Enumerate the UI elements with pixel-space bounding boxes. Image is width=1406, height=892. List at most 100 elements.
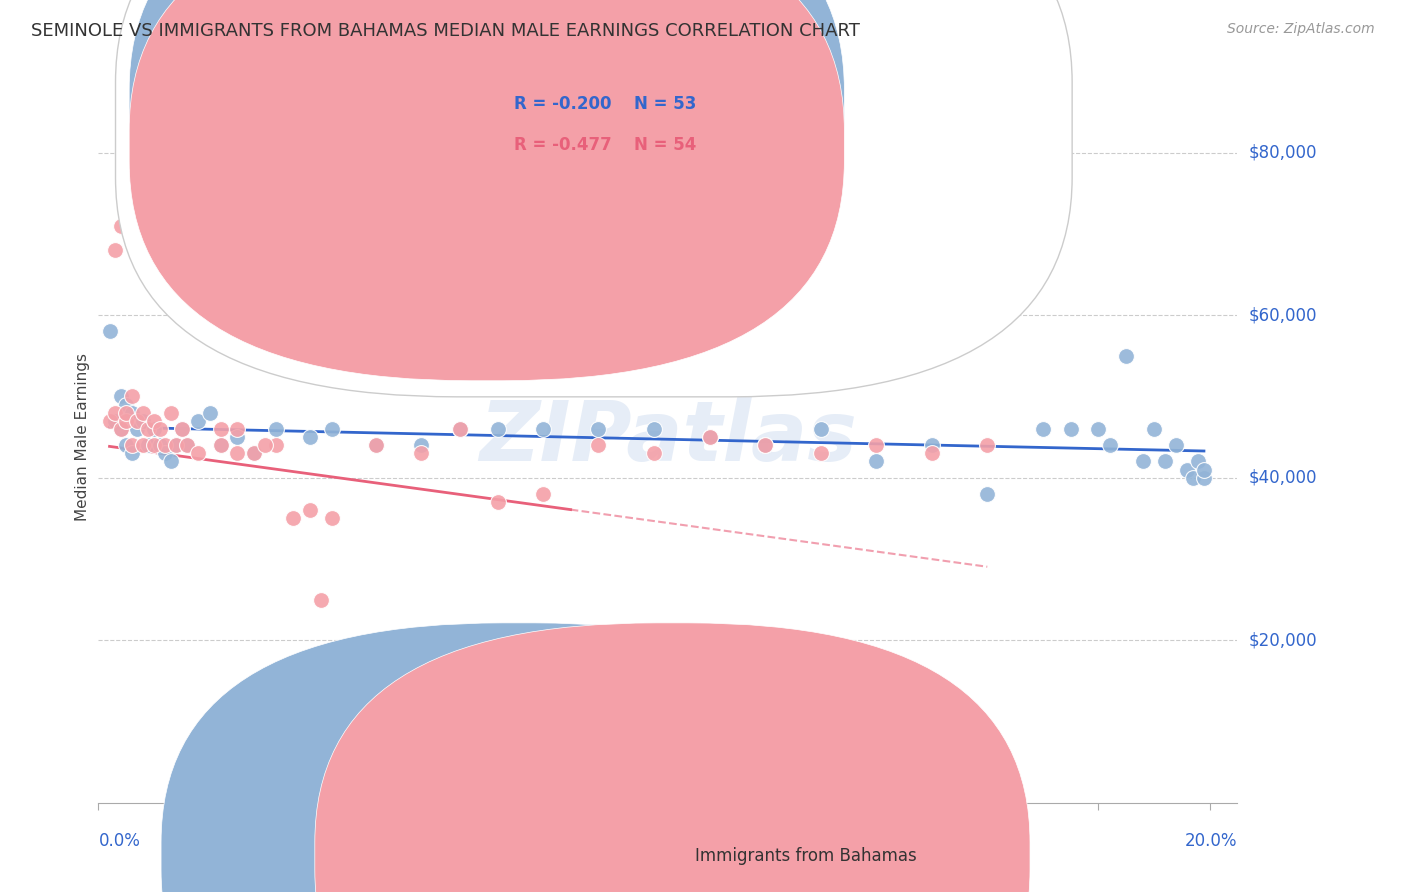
Text: $40,000: $40,000 bbox=[1249, 468, 1317, 487]
Point bbox=[115, 414, 138, 428]
Point bbox=[110, 422, 132, 436]
Point bbox=[132, 406, 155, 420]
FancyBboxPatch shape bbox=[162, 623, 876, 892]
Point bbox=[159, 406, 181, 420]
Point bbox=[1132, 454, 1154, 468]
FancyBboxPatch shape bbox=[115, 0, 1073, 397]
Point bbox=[477, 731, 499, 745]
Point bbox=[110, 389, 132, 403]
Point bbox=[1032, 422, 1054, 436]
Point bbox=[226, 446, 249, 460]
Text: N = 53: N = 53 bbox=[634, 95, 696, 113]
Point bbox=[1098, 438, 1121, 452]
Point bbox=[366, 747, 388, 761]
Text: 20.0%: 20.0% bbox=[1185, 832, 1237, 850]
Point bbox=[321, 422, 343, 436]
Point bbox=[810, 422, 832, 436]
Point bbox=[98, 414, 121, 428]
Point bbox=[153, 438, 176, 452]
Point bbox=[176, 438, 198, 452]
Point bbox=[465, 747, 488, 761]
Point bbox=[449, 422, 471, 436]
Point bbox=[110, 219, 132, 233]
Point bbox=[643, 446, 665, 460]
FancyBboxPatch shape bbox=[129, 0, 845, 381]
Point bbox=[138, 438, 160, 452]
Point bbox=[281, 511, 304, 525]
Point bbox=[409, 446, 432, 460]
Text: R = -0.200: R = -0.200 bbox=[515, 95, 612, 113]
Point bbox=[449, 422, 471, 436]
Point bbox=[1115, 349, 1137, 363]
Text: Source: ZipAtlas.com: Source: ZipAtlas.com bbox=[1227, 22, 1375, 37]
Text: $80,000: $80,000 bbox=[1249, 144, 1317, 161]
Point bbox=[921, 438, 943, 452]
Point bbox=[449, 755, 471, 769]
Point bbox=[1187, 454, 1209, 468]
Point bbox=[309, 592, 332, 607]
Text: Seminole: Seminole bbox=[543, 847, 620, 865]
Point bbox=[1087, 422, 1109, 436]
Point bbox=[209, 422, 232, 436]
Point bbox=[1059, 422, 1081, 436]
Point bbox=[187, 414, 209, 428]
Point bbox=[409, 438, 432, 452]
Text: N = 54: N = 54 bbox=[634, 136, 696, 154]
Point bbox=[754, 438, 776, 452]
Point bbox=[143, 438, 166, 452]
Point bbox=[699, 430, 721, 444]
Point bbox=[143, 422, 166, 436]
Point bbox=[121, 438, 143, 452]
Point bbox=[264, 422, 287, 436]
Point bbox=[170, 422, 193, 436]
Point bbox=[366, 438, 388, 452]
Point bbox=[209, 438, 232, 452]
Point bbox=[143, 414, 166, 428]
Point bbox=[588, 422, 610, 436]
Text: SEMINOLE VS IMMIGRANTS FROM BAHAMAS MEDIAN MALE EARNINGS CORRELATION CHART: SEMINOLE VS IMMIGRANTS FROM BAHAMAS MEDI… bbox=[31, 22, 860, 40]
Point bbox=[115, 406, 138, 420]
Point bbox=[1181, 471, 1204, 485]
Point bbox=[98, 325, 121, 339]
Point bbox=[243, 446, 266, 460]
Point bbox=[531, 422, 554, 436]
Point bbox=[176, 438, 198, 452]
Point bbox=[209, 438, 232, 452]
Text: $20,000: $20,000 bbox=[1249, 632, 1317, 649]
Text: $60,000: $60,000 bbox=[1249, 306, 1317, 324]
Point bbox=[138, 422, 160, 436]
Text: R = -0.477: R = -0.477 bbox=[515, 136, 612, 154]
Point bbox=[254, 438, 277, 452]
Point bbox=[153, 446, 176, 460]
Point bbox=[865, 438, 887, 452]
Point bbox=[104, 414, 127, 428]
Point bbox=[121, 446, 143, 460]
Point bbox=[127, 422, 149, 436]
FancyBboxPatch shape bbox=[315, 623, 1031, 892]
Point bbox=[298, 430, 321, 444]
Point bbox=[337, 731, 360, 745]
Point bbox=[392, 755, 415, 769]
Point bbox=[198, 308, 221, 322]
Point bbox=[170, 422, 193, 436]
Point bbox=[588, 438, 610, 452]
Text: ZIPatlas: ZIPatlas bbox=[479, 397, 856, 477]
Point bbox=[699, 430, 721, 444]
Point bbox=[243, 446, 266, 460]
Point bbox=[1143, 422, 1166, 436]
Point bbox=[486, 495, 509, 509]
Point bbox=[148, 438, 170, 452]
Point bbox=[121, 406, 143, 420]
Point bbox=[264, 438, 287, 452]
Point bbox=[226, 430, 249, 444]
Point bbox=[104, 406, 127, 420]
Point bbox=[115, 398, 138, 412]
Point bbox=[165, 438, 187, 452]
Point bbox=[132, 414, 155, 428]
Point bbox=[165, 438, 187, 452]
FancyBboxPatch shape bbox=[129, 0, 845, 340]
Point bbox=[1192, 462, 1215, 476]
Point bbox=[321, 511, 343, 525]
Point bbox=[115, 438, 138, 452]
Point bbox=[1192, 471, 1215, 485]
